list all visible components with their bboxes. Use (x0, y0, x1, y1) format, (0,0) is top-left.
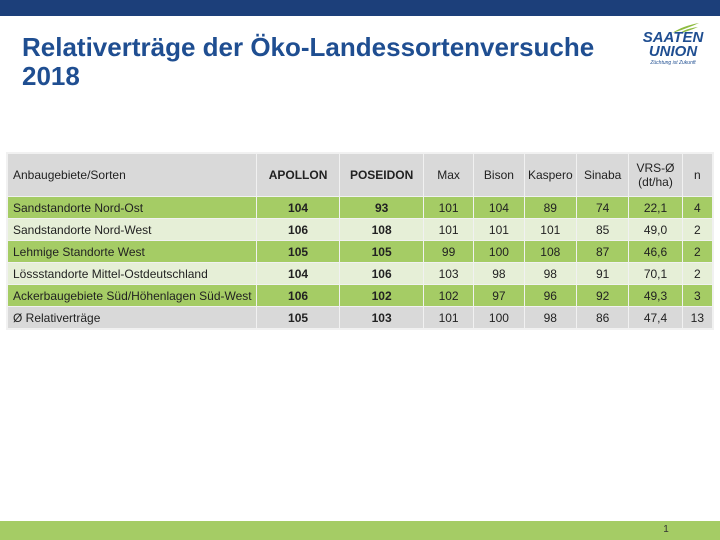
row-cell: 106 (340, 263, 423, 284)
row-cell: 100 (474, 241, 524, 262)
row-region: Ackerbaugebiete Süd/Höhenlagen Süd-West (8, 285, 256, 306)
table-row: Lössstandorte Mittel-Ostdeutschland 104 10… (8, 263, 712, 284)
header-vrs: VRS-Ø (dt/ha) (629, 154, 682, 196)
row-region: Sandstandorte Nord-Ost (8, 197, 256, 218)
header-n: n (682, 154, 712, 196)
row-cell: 108 (524, 241, 576, 262)
row-cell: 104 (256, 197, 340, 218)
row-cell: 105 (340, 241, 423, 262)
row-cell: 103 (340, 307, 423, 328)
row-cell: 49,3 (629, 285, 682, 306)
header-sinaba: Sinaba (576, 154, 629, 196)
row-cell: 93 (340, 197, 423, 218)
row-cell: 98 (524, 263, 576, 284)
row-cell: 105 (256, 241, 340, 262)
row-cell: 98 (474, 263, 524, 284)
row-cell: 4 (682, 197, 712, 218)
row-cell: 74 (576, 197, 629, 218)
row-cell: 102 (423, 285, 474, 306)
row-cell: 92 (576, 285, 629, 306)
row-region: Lössstandorte Mittel-Ostdeutschland (8, 263, 256, 284)
leaf-icon (672, 23, 699, 34)
table-row: Sandstandorte Nord-West 106 108 101 101 101 85… (8, 219, 712, 240)
row-cell: 47,4 (629, 307, 682, 328)
row-cell: 3 (682, 285, 712, 306)
bottom-bar (0, 521, 720, 540)
row-cell: 99 (423, 241, 474, 262)
row-cell: 104 (256, 263, 340, 284)
header-max: Max (423, 154, 474, 196)
row-cell: 22,1 (629, 197, 682, 218)
row-cell: 96 (524, 285, 576, 306)
row-cell: 101 (423, 219, 474, 240)
header-region: Anbaugebiete/Sorten (8, 154, 256, 196)
row-cell: 13 (682, 307, 712, 328)
row-cell: 2 (682, 263, 712, 284)
row-cell: 100 (474, 307, 524, 328)
table-header-row: Anbaugebiete/Sorten APOLLON POSEIDON Max… (8, 154, 712, 196)
row-cell: 2 (682, 219, 712, 240)
top-bar (0, 0, 720, 16)
header-poseidon: POSEIDON (340, 154, 423, 196)
row-cell: 49,0 (629, 219, 682, 240)
row-cell: 87 (576, 241, 629, 262)
yield-table: Anbaugebiete/Sorten APOLLON POSEIDON Max… (7, 153, 713, 329)
row-cell: 108 (340, 219, 423, 240)
slide-title: Relativerträge der Öko-Landessortenversu… (22, 32, 595, 91)
yield-table-container: Anbaugebiete/Sorten APOLLON POSEIDON Max… (6, 152, 714, 330)
row-cell: 101 (423, 307, 474, 328)
row-region: Ø Relativerträge (8, 307, 256, 328)
row-cell: 46,6 (629, 241, 682, 262)
row-cell: 85 (576, 219, 629, 240)
row-cell: 2 (682, 241, 712, 262)
row-cell: 70,1 (629, 263, 682, 284)
table-row: Lehmige Standorte West 105 105 99 100 108 87 46… (8, 241, 712, 262)
saaten-union-logo: SAATEN UNION Züchtung ist Zukunft (636, 22, 708, 70)
logo-tagline: Züchtung ist Zukunft (650, 60, 696, 66)
header-bison: Bison (474, 154, 524, 196)
row-region: Sandstandorte Nord-West (8, 219, 256, 240)
table-row: Ø Relativerträge 105 103 101 100 98 86 47,4 13 (8, 307, 712, 328)
row-cell: 91 (576, 263, 629, 284)
row-cell: 104 (474, 197, 524, 218)
row-cell: 105 (256, 307, 340, 328)
header-apollon: APOLLON (256, 154, 340, 196)
row-cell: 106 (256, 285, 340, 306)
row-cell: 98 (524, 307, 576, 328)
logo-wordmark: SAATEN UNION (640, 29, 706, 60)
table-row: Sandstandorte Nord-Ost 104 93 101 104 89 74 22,… (8, 197, 712, 218)
row-cell: 102 (340, 285, 423, 306)
header-kaspero: Kaspero (524, 154, 576, 196)
header-vrs-label: VRS-Ø (636, 161, 675, 175)
row-region: Lehmige Standorte West (8, 241, 256, 262)
row-cell: 89 (524, 197, 576, 218)
row-cell: 86 (576, 307, 629, 328)
logo-line-1: SAATEN (642, 29, 704, 46)
row-cell: 106 (256, 219, 340, 240)
row-cell: 101 (423, 197, 474, 218)
row-cell: 97 (474, 285, 524, 306)
row-cell: 101 (474, 219, 524, 240)
header-vrs-unit: (dt/ha) (638, 175, 673, 189)
row-cell: 103 (423, 263, 474, 284)
row-cell: 101 (524, 219, 576, 240)
table-row: Ackerbaugebiete Süd/Höhenlagen Süd-West 1… (8, 285, 712, 306)
logo-line-2: UNION (648, 43, 698, 60)
page-number: 1 (663, 524, 669, 535)
